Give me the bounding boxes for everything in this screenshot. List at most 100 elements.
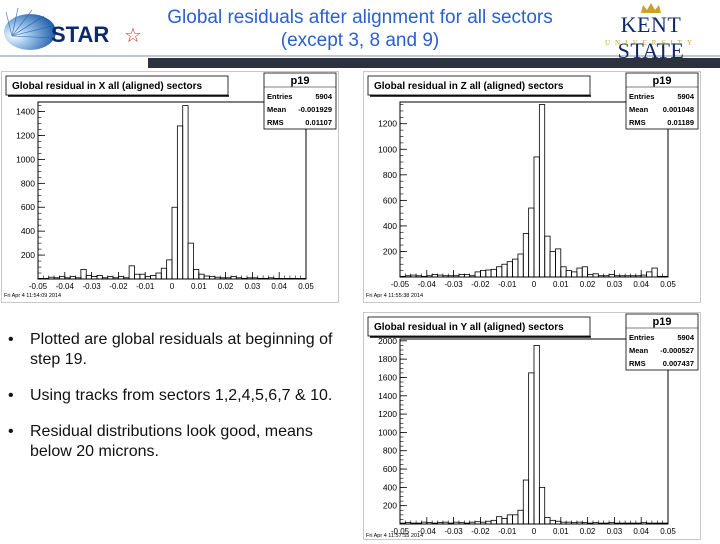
x-tick-label: 0.05 [660,280,676,289]
x-tick-label: -0.03 [444,527,463,536]
x-tick-label: -0.05 [391,527,410,536]
stats-value: 5904 [315,92,333,101]
x-tick-label: -0.01 [136,282,155,291]
x-tick-label: 0.04 [271,282,287,291]
y-tick-label: 800 [21,178,35,188]
histogram-bin [300,278,307,280]
histogram-bin [662,275,669,278]
histogram-bin [42,278,50,280]
crown-icon [641,3,661,13]
y-tick-label: 1000 [378,144,397,154]
x-tick-label: 0.03 [607,527,623,536]
stats-name: p19 [291,75,310,87]
slide-title: Global residuals after alignment for all… [150,6,570,52]
y-tick-label: 600 [21,202,35,212]
histogram-bin [96,275,103,280]
star-outline-icon: ☆ [124,25,142,47]
y-tick-label: 1200 [378,119,397,129]
histogram-bin [662,522,669,525]
title-box-frame [367,75,591,96]
bullet-dot-icon: • [8,387,14,404]
y-tick-label: 200 [383,246,397,256]
y-tick-label: 1600 [378,372,397,382]
histogram-title: Global residual in Y all (aligned) secto… [374,322,564,333]
timestamp: Fri Apr 4 11:57:55 2014 [366,533,423,539]
star-logo: STAR ☆ [4,4,154,50]
x-tick-label: 0.02 [580,527,596,536]
stats-box: p19 Entries 5904 Mean -0.000527 RMS 0.007437 [625,313,699,371]
x-tick-label: 0.01 [553,280,569,289]
stats-value: -0.000527 [660,346,694,355]
timestamp: Fri Apr 4 11:54:09 2014 [4,293,61,299]
stats-label: RMS [629,359,646,368]
histogram-bin [581,266,589,278]
y-tick-label: 400 [21,226,35,236]
histogram-bin [273,278,280,280]
bullet-text: Residual distributions look good, means … [30,423,313,460]
kent-state-name: KENT STATE [617,12,685,63]
x-tick-label: 0 [170,282,175,291]
histogram-z-canvas: 200 400 600 800 1000 1200 -0.05 -0.04 -0.03 -0.02… [363,71,701,303]
histogram-title: Global residual in Z all (aligned) secto… [374,81,564,92]
y-tick-label: 400 [383,221,397,231]
x-tick-label: 0.02 [218,282,234,291]
stats-label: Mean [629,105,649,114]
histogram-bin [656,275,664,278]
stats-box-frame [625,72,699,130]
histogram-bin [37,278,44,280]
kent-state-logo: KENT STATE UNIVERSITY [588,3,714,63]
histogram-bin [399,275,406,278]
histogram-bin [241,278,248,280]
x-tick-label: -0.01 [498,527,517,536]
stats-label: Mean [267,105,287,114]
y-tick-label: 200 [383,501,397,511]
stats-box: p19 Entries 5904 Mean -0.001929 RMS 0.01107 [263,72,337,130]
stats-label: RMS [629,118,646,127]
bullet-dot-icon: • [8,331,14,348]
stats-box-frame [263,72,337,130]
y-tick-label: 1000 [16,154,35,164]
stats-value: 5904 [677,333,695,342]
histogram-y-canvas: 200 400 600 800 1000 1200 1400 1600 1800 2000 -0.0… [363,312,701,540]
y-tick-label: 600 [383,464,397,474]
x-tick-label: -0.04 [56,282,75,291]
title-box-frame [367,316,591,337]
y-tick-label: 1000 [378,427,397,437]
slide-title-line-2: (except 3, 8 and 9) [280,30,440,51]
stats-label: Mean [629,346,649,355]
histogram-title-box: Global residual in X all (aligned) secto… [5,75,229,97]
star-logo-text: STAR [51,22,109,47]
histogram-bin [187,242,194,280]
title-box-frame [5,75,229,96]
kent-state-university: UNIVERSITY [605,39,697,47]
histogram-bin [651,267,658,278]
stats-name: p19 [653,316,672,328]
stats-value: 5904 [677,92,695,101]
x-tick-label: 0.05 [298,282,314,291]
y-tick-label: 200 [21,250,35,260]
y-tick-label: 800 [383,446,397,456]
y-tick-label: 1400 [16,107,35,117]
x-tick-label: 0.01 [191,282,207,291]
star-logo-graphic: STAR ☆ [4,7,142,50]
x-tick-label: 0.03 [245,282,261,291]
y-tick-label: 1800 [378,354,397,364]
histogram-z: 200 400 600 800 1000 1200 -0.05 -0.04 -0.03 -0.02… [366,72,699,299]
y-tick-label: 1200 [16,130,35,140]
x-tick-label: 0.03 [607,280,623,289]
x-tick-label: -0.05 [29,282,48,291]
stats-value: 0.01189 [667,118,694,127]
y-tick-label: 600 [383,195,397,205]
histogram-y: 200 400 600 800 1000 1200 1400 1600 1800 2000 -0.0… [366,313,699,539]
x-tick-label: 0 [532,527,537,536]
histogram-bin [128,265,135,280]
histogram-bin [278,278,285,280]
histogram-bin [421,275,428,278]
y-tick-label: 400 [383,482,397,492]
x-tick-label: -0.03 [82,282,101,291]
histogram-bin [538,104,546,278]
histogram-bin [262,278,269,280]
x-tick-label: -0.02 [109,282,128,291]
stats-box: p19 Entries 5904 Mean 0.001048 RMS 0.01189 [625,72,699,130]
